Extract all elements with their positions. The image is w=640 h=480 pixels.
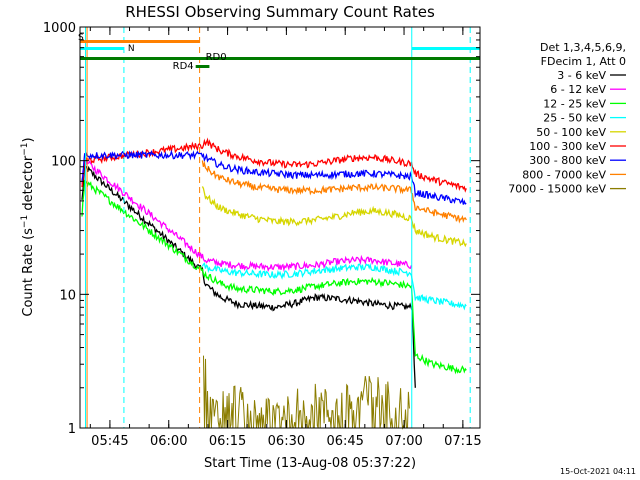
legend-entry-label: 12 - 25 keV — [543, 97, 606, 110]
rd4-bar — [195, 65, 210, 68]
legend-entry-label: 7000 - 15000 keV — [508, 183, 606, 196]
series-4 — [201, 186, 467, 248]
y-axis-label-part: ) — [21, 137, 36, 142]
series-1 — [81, 159, 413, 273]
legend-entry-label: 100 - 300 keV — [529, 140, 606, 153]
y-tick-label: 10 — [59, 288, 76, 303]
series-8 — [203, 355, 410, 430]
rd0-label: RD0 — [206, 52, 227, 63]
series-6 — [81, 149, 467, 205]
axes-layer: 05:45 06:00 06:15 06:30 06:45 07:00 07:15 1 10 10… — [43, 21, 482, 449]
x-tick-label: 06:00 — [150, 434, 187, 449]
legend: Det 1,3,4,5,6,9,FDecim 1, Att 03 - 6 keV… — [508, 41, 626, 196]
x-tick-label: 06:45 — [326, 434, 363, 449]
series-line — [81, 159, 413, 273]
night-flag-label: N — [128, 44, 135, 54]
night-bar — [80, 47, 124, 50]
attenuator-bar — [80, 40, 200, 43]
series-line — [201, 186, 467, 248]
x-tick-label: 06:15 — [209, 434, 246, 449]
series-layer — [81, 137, 467, 430]
series-line — [81, 149, 467, 205]
x-tick-label: 07:00 — [385, 434, 422, 449]
legend-entry-label: 25 - 50 keV — [543, 112, 606, 125]
y-axis-label-part: detector — [21, 155, 36, 215]
legend-header: FDecim 1, Att 0 — [541, 55, 626, 68]
chart-title: RHESSI Observing Summary Count Rates — [125, 3, 435, 21]
series-line — [81, 179, 467, 375]
plot-frame — [79, 26, 481, 429]
legend-entry-label: 800 - 7000 keV — [522, 168, 606, 181]
series-2 — [81, 179, 467, 375]
y-axis-label: Count Rate (s−1 detector−1) — [20, 137, 36, 316]
legend-entry-label: 300 - 800 keV — [529, 154, 606, 167]
y-tick-label: 100 — [51, 155, 76, 170]
series-5 — [81, 137, 467, 193]
x-tick-label: 05:45 — [91, 434, 128, 449]
y-axis-label-sup: −1 — [20, 215, 30, 228]
x-axis-label: Start Time (13-Aug-08 05:37:22) — [204, 456, 416, 471]
series-line — [201, 262, 467, 311]
y-axis-label-part: Count Rate (s — [21, 228, 36, 317]
x-tick-label: 06:30 — [268, 434, 305, 449]
series-line — [203, 355, 410, 430]
saa-flag-label: S — [78, 33, 84, 43]
y-tick-label: 1 — [68, 422, 76, 437]
series-7 — [201, 160, 467, 224]
series-0 — [81, 163, 416, 388]
rd4-label: RD4 — [173, 61, 194, 72]
y-axis-label-sup: −1 — [20, 142, 30, 155]
series-3 — [201, 262, 467, 311]
decimation-bar — [80, 57, 480, 60]
legend-entry-label: 3 - 6 keV — [557, 69, 606, 82]
y-tick-label: 1000 — [43, 21, 76, 36]
series-line — [201, 160, 467, 224]
series-line — [81, 137, 467, 193]
legend-entry-label: 6 - 12 keV — [550, 83, 606, 96]
night-bar — [411, 47, 480, 50]
flags-layer: S N RD0 RD4 — [78, 27, 480, 428]
legend-header: Det 1,3,4,5,6,9, — [540, 41, 626, 54]
series-line — [81, 163, 416, 388]
x-tick-label: 07:15 — [444, 434, 481, 449]
generation-timestamp: 15-Oct-2021 04:11 — [560, 467, 636, 476]
legend-entry-label: 50 - 100 keV — [536, 126, 606, 139]
